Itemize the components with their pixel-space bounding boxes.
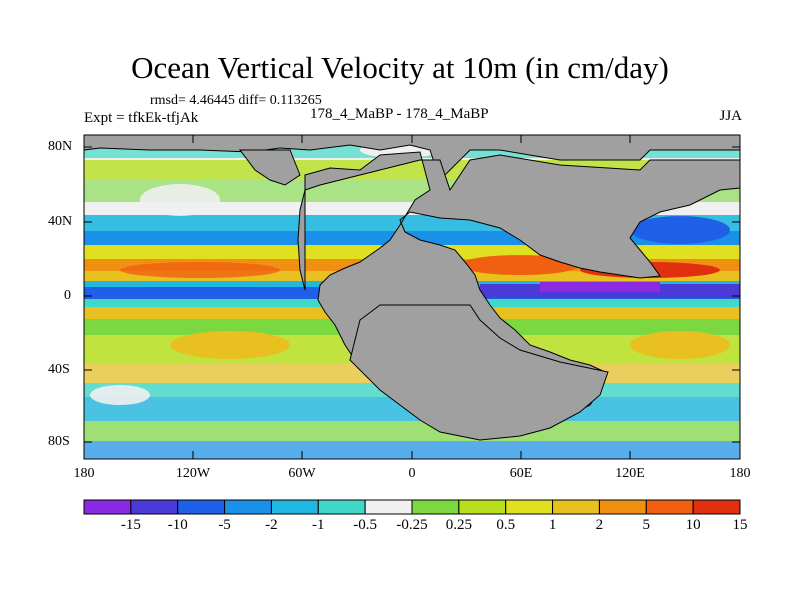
land-layer: [83, 134, 741, 441]
lon-label-0: 0: [408, 466, 416, 481]
season-text: JJA: [719, 108, 742, 124]
colorbar-box: [411, 499, 460, 515]
colorbar-box: [83, 499, 132, 515]
colorbar-box: [692, 499, 741, 515]
colorbar-label: -2: [265, 517, 278, 533]
colorbar-box: [130, 499, 179, 515]
colorbar-box: [177, 499, 226, 515]
lon-label-60e: 60E: [509, 466, 533, 481]
colorbar-box: [645, 499, 694, 515]
colorbar-label: -0.25: [396, 517, 428, 533]
lat-label-80s: 80S: [48, 434, 70, 449]
lat-label-0: 0: [64, 288, 71, 303]
colorbar-label: -10: [167, 517, 188, 533]
colorbar-box: [224, 499, 272, 515]
colorbar-label: 10: [685, 517, 701, 533]
greenland-land: [239, 149, 301, 186]
colorbar-label: -15: [120, 517, 141, 533]
colorbar-label: 2: [595, 517, 604, 533]
colorbar-box: [458, 499, 507, 515]
lon-label-180e: 180: [729, 466, 751, 481]
colorbar-box: [317, 499, 366, 515]
lat-label-40s: 40S: [48, 362, 70, 377]
stats-text: rmsd= 4.46445 diff= 0.113265: [150, 93, 322, 108]
colorbar: [83, 499, 741, 515]
colorbar-label: -0.5: [353, 517, 378, 533]
colorbar-box: [505, 499, 554, 515]
colorbar-label: 5: [642, 517, 651, 533]
colorbar-box: [270, 499, 319, 515]
colorbar-label: 0.25: [445, 517, 472, 533]
map-title: Ocean Vertical Velocity at 10m (in cm/da…: [131, 50, 669, 85]
lon-label-120e: 120E: [615, 466, 645, 481]
lat-label-80n: 80N: [48, 139, 73, 154]
lon-label-120w: 120W: [175, 466, 211, 481]
colorbar-box: [598, 499, 647, 515]
arctic-land: [83, 134, 741, 181]
axis-ticks: [83, 135, 741, 459]
colorbar-label: -5: [218, 517, 231, 533]
colorbar-label: -1: [312, 517, 325, 533]
lon-label-180w: 180: [73, 466, 95, 481]
case-text: 178_4_MaBP - 178_4_MaBP: [310, 106, 489, 122]
colorbar-label: 0.5: [496, 517, 516, 533]
colorbar-label: 1: [548, 517, 557, 533]
experiment-text: Expt = tfkEk-tfjAk: [84, 110, 199, 126]
colorbar-label: 15: [732, 517, 748, 533]
colorbar-box: [552, 499, 600, 515]
lon-label-60w: 60W: [288, 466, 316, 481]
colorbar-box: [364, 499, 413, 515]
south-land: [349, 304, 609, 441]
lat-label-40n: 40N: [48, 214, 73, 229]
